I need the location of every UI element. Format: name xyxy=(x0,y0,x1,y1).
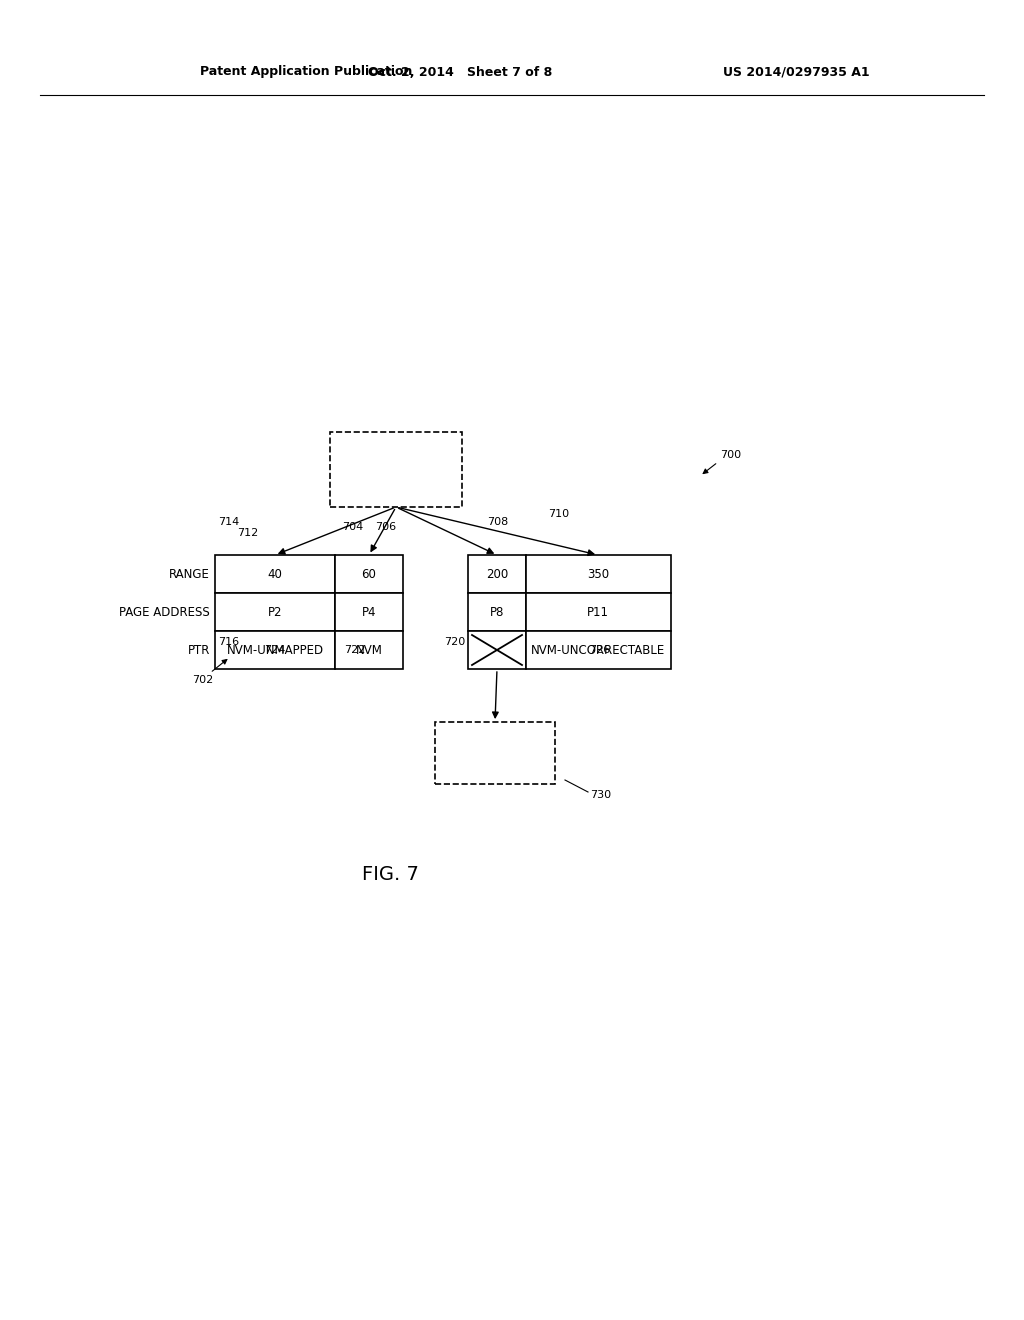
Text: 200: 200 xyxy=(485,568,508,581)
Text: NVM: NVM xyxy=(355,644,382,656)
Bar xyxy=(526,631,671,669)
Bar xyxy=(335,593,403,631)
Text: FIG. 7: FIG. 7 xyxy=(361,866,419,884)
Text: 706: 706 xyxy=(375,521,396,532)
Text: P4: P4 xyxy=(361,606,376,619)
Bar xyxy=(215,631,335,669)
Text: Oct. 2, 2014   Sheet 7 of 8: Oct. 2, 2014 Sheet 7 of 8 xyxy=(368,66,552,78)
Text: 708: 708 xyxy=(487,517,508,527)
Bar xyxy=(215,554,335,593)
Text: 726: 726 xyxy=(590,645,610,655)
Text: 350: 350 xyxy=(587,568,609,581)
Text: NVM-UNCORRECTABLE: NVM-UNCORRECTABLE xyxy=(530,644,666,656)
Text: P8: P8 xyxy=(489,606,504,619)
Text: P11: P11 xyxy=(587,606,609,619)
Text: 712: 712 xyxy=(237,528,258,539)
Text: 720: 720 xyxy=(444,638,466,647)
Bar xyxy=(526,554,671,593)
Text: 716: 716 xyxy=(218,638,240,647)
Bar xyxy=(215,593,335,631)
Text: 724: 724 xyxy=(264,645,286,655)
Text: 722: 722 xyxy=(344,645,366,655)
Text: US 2014/0297935 A1: US 2014/0297935 A1 xyxy=(723,66,870,78)
Text: P2: P2 xyxy=(267,606,283,619)
Text: 704: 704 xyxy=(342,521,364,532)
Text: 702: 702 xyxy=(193,675,213,685)
Text: 710: 710 xyxy=(548,510,569,519)
Text: Patent Application Publication: Patent Application Publication xyxy=(200,66,413,78)
Bar xyxy=(335,631,403,669)
Bar xyxy=(468,554,526,593)
Bar xyxy=(435,722,555,784)
Text: 730: 730 xyxy=(590,789,611,800)
Text: PAGE ADDRESS: PAGE ADDRESS xyxy=(119,606,210,619)
Text: 60: 60 xyxy=(361,568,377,581)
Bar xyxy=(468,593,526,631)
Text: RANGE: RANGE xyxy=(169,568,210,581)
Bar xyxy=(335,554,403,593)
Text: NVM-UNMAPPED: NVM-UNMAPPED xyxy=(226,644,324,656)
Bar xyxy=(468,631,526,669)
Text: 40: 40 xyxy=(267,568,283,581)
Text: 700: 700 xyxy=(720,450,741,459)
Bar xyxy=(330,432,462,507)
Text: PTR: PTR xyxy=(187,644,210,656)
Bar xyxy=(526,593,671,631)
Text: 714: 714 xyxy=(218,517,240,527)
